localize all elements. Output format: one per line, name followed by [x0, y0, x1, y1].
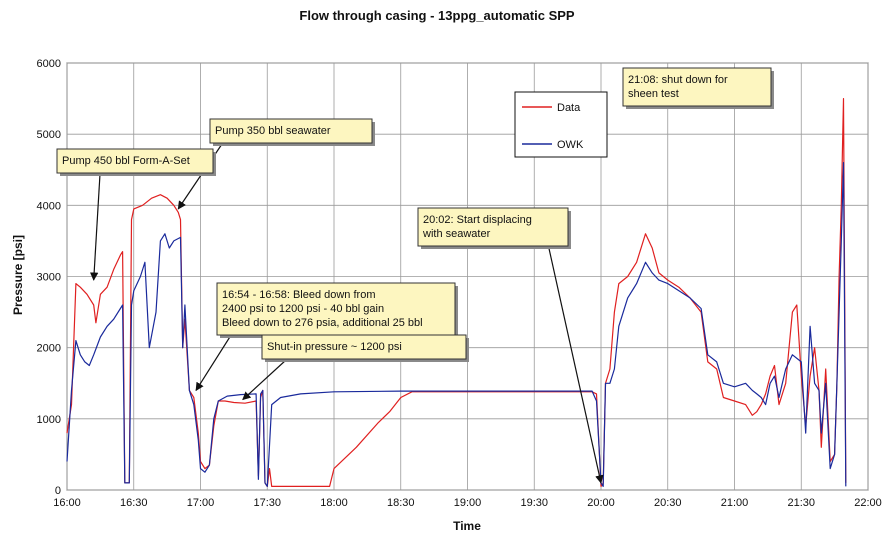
annotation-box: Pump 350 bbl seawater	[209, 118, 375, 146]
x-tick-label: 19:30	[520, 497, 548, 509]
x-tick-labels: 16:00 16:30 17:00 17:30 18:00 18:30 19:00 19:30…	[53, 497, 882, 509]
legend-label: OWK	[557, 139, 584, 151]
y-tick-label: 6000	[37, 58, 61, 70]
x-tick-label: 20:30	[654, 497, 682, 509]
x-tick-label: 19:00	[454, 497, 482, 509]
x-tick-label: 22:00	[854, 497, 882, 509]
annotation-rect	[56, 148, 214, 174]
x-tick-label: 21:00	[721, 497, 749, 509]
annotation-text: Shut-in pressure ~ 1200 psi	[267, 341, 402, 353]
annotation-box: 16:54 - 16:58: Bleed down from 2400 psi t…	[216, 282, 458, 338]
annotation-text: 20:02: Start displacing	[423, 214, 532, 226]
annotation-text: with seawater	[422, 228, 491, 240]
annotation-rect	[622, 67, 772, 107]
y-tick-label: 0	[55, 485, 61, 497]
y-tick-label: 5000	[37, 129, 61, 141]
annotation-rect	[209, 118, 373, 144]
y-tick-label: 3000	[37, 272, 61, 284]
annotation-text: 16:54 - 16:58: Bleed down from	[222, 289, 375, 301]
annotation-text: Pump 350 bbl seawater	[215, 125, 331, 137]
legend-label: Data	[557, 102, 581, 114]
annotation-rect	[216, 282, 456, 336]
legend-box	[514, 91, 608, 158]
x-tick-label: 21:30	[787, 497, 815, 509]
annotation-arrow	[89, 173, 101, 281]
x-tick-label: 20:00	[587, 497, 615, 509]
annotation-text: 21:08: shut down for	[628, 74, 728, 86]
annotation-box: Pump 450 bbl Form-A-Set	[56, 148, 216, 176]
annotation-text: Bleed down to 276 psia, additional 25 bb…	[222, 317, 423, 329]
series-line-data	[66, 98, 847, 487]
annotation-text: 2400 psi to 1200 psi - 40 bbl gain	[222, 303, 384, 315]
y-tick-label: 2000	[37, 343, 61, 355]
annotation-rect	[261, 334, 467, 360]
y-tick-label: 1000	[37, 414, 61, 426]
x-tick-label: 16:00	[53, 497, 81, 509]
x-tick-label: 18:00	[320, 497, 348, 509]
x-tick-label: 16:30	[120, 497, 148, 509]
series-lines	[66, 98, 847, 487]
annotation-text: Pump 450 bbl Form-A-Set	[62, 155, 190, 167]
annotation-box: 21:08: shut down for sheen test	[622, 67, 774, 109]
x-tick-label: 18:30	[387, 497, 415, 509]
annotation-text: sheen test	[628, 88, 679, 100]
x-tick-label: 17:00	[187, 497, 215, 509]
grid-lines	[66, 62, 869, 491]
x-axis-label: Time	[453, 519, 481, 533]
legend: Data OWK	[514, 91, 608, 158]
series-line-owk	[66, 162, 847, 487]
annotations: Pump 450 bbl Form-A-Set Pump 350 bbl seaw…	[56, 67, 774, 362]
y-axis-label: Pressure [psi]	[11, 235, 25, 315]
annotation-box: 20:02: Start displacing with seawater	[417, 207, 571, 249]
annotation-arrow	[242, 359, 287, 401]
x-tick-label: 17:30	[253, 497, 281, 509]
annotation-box: Shut-in pressure ~ 1200 psi	[261, 334, 469, 362]
y-tick-label: 4000	[37, 200, 61, 212]
y-tick-labels: 0 1000 2000 3000 4000 5000 6000	[37, 58, 61, 497]
annotation-rect	[417, 207, 569, 247]
chart-title: Flow through casing - 13ppg_automatic SP…	[299, 8, 575, 23]
annotation-arrow	[547, 243, 604, 484]
